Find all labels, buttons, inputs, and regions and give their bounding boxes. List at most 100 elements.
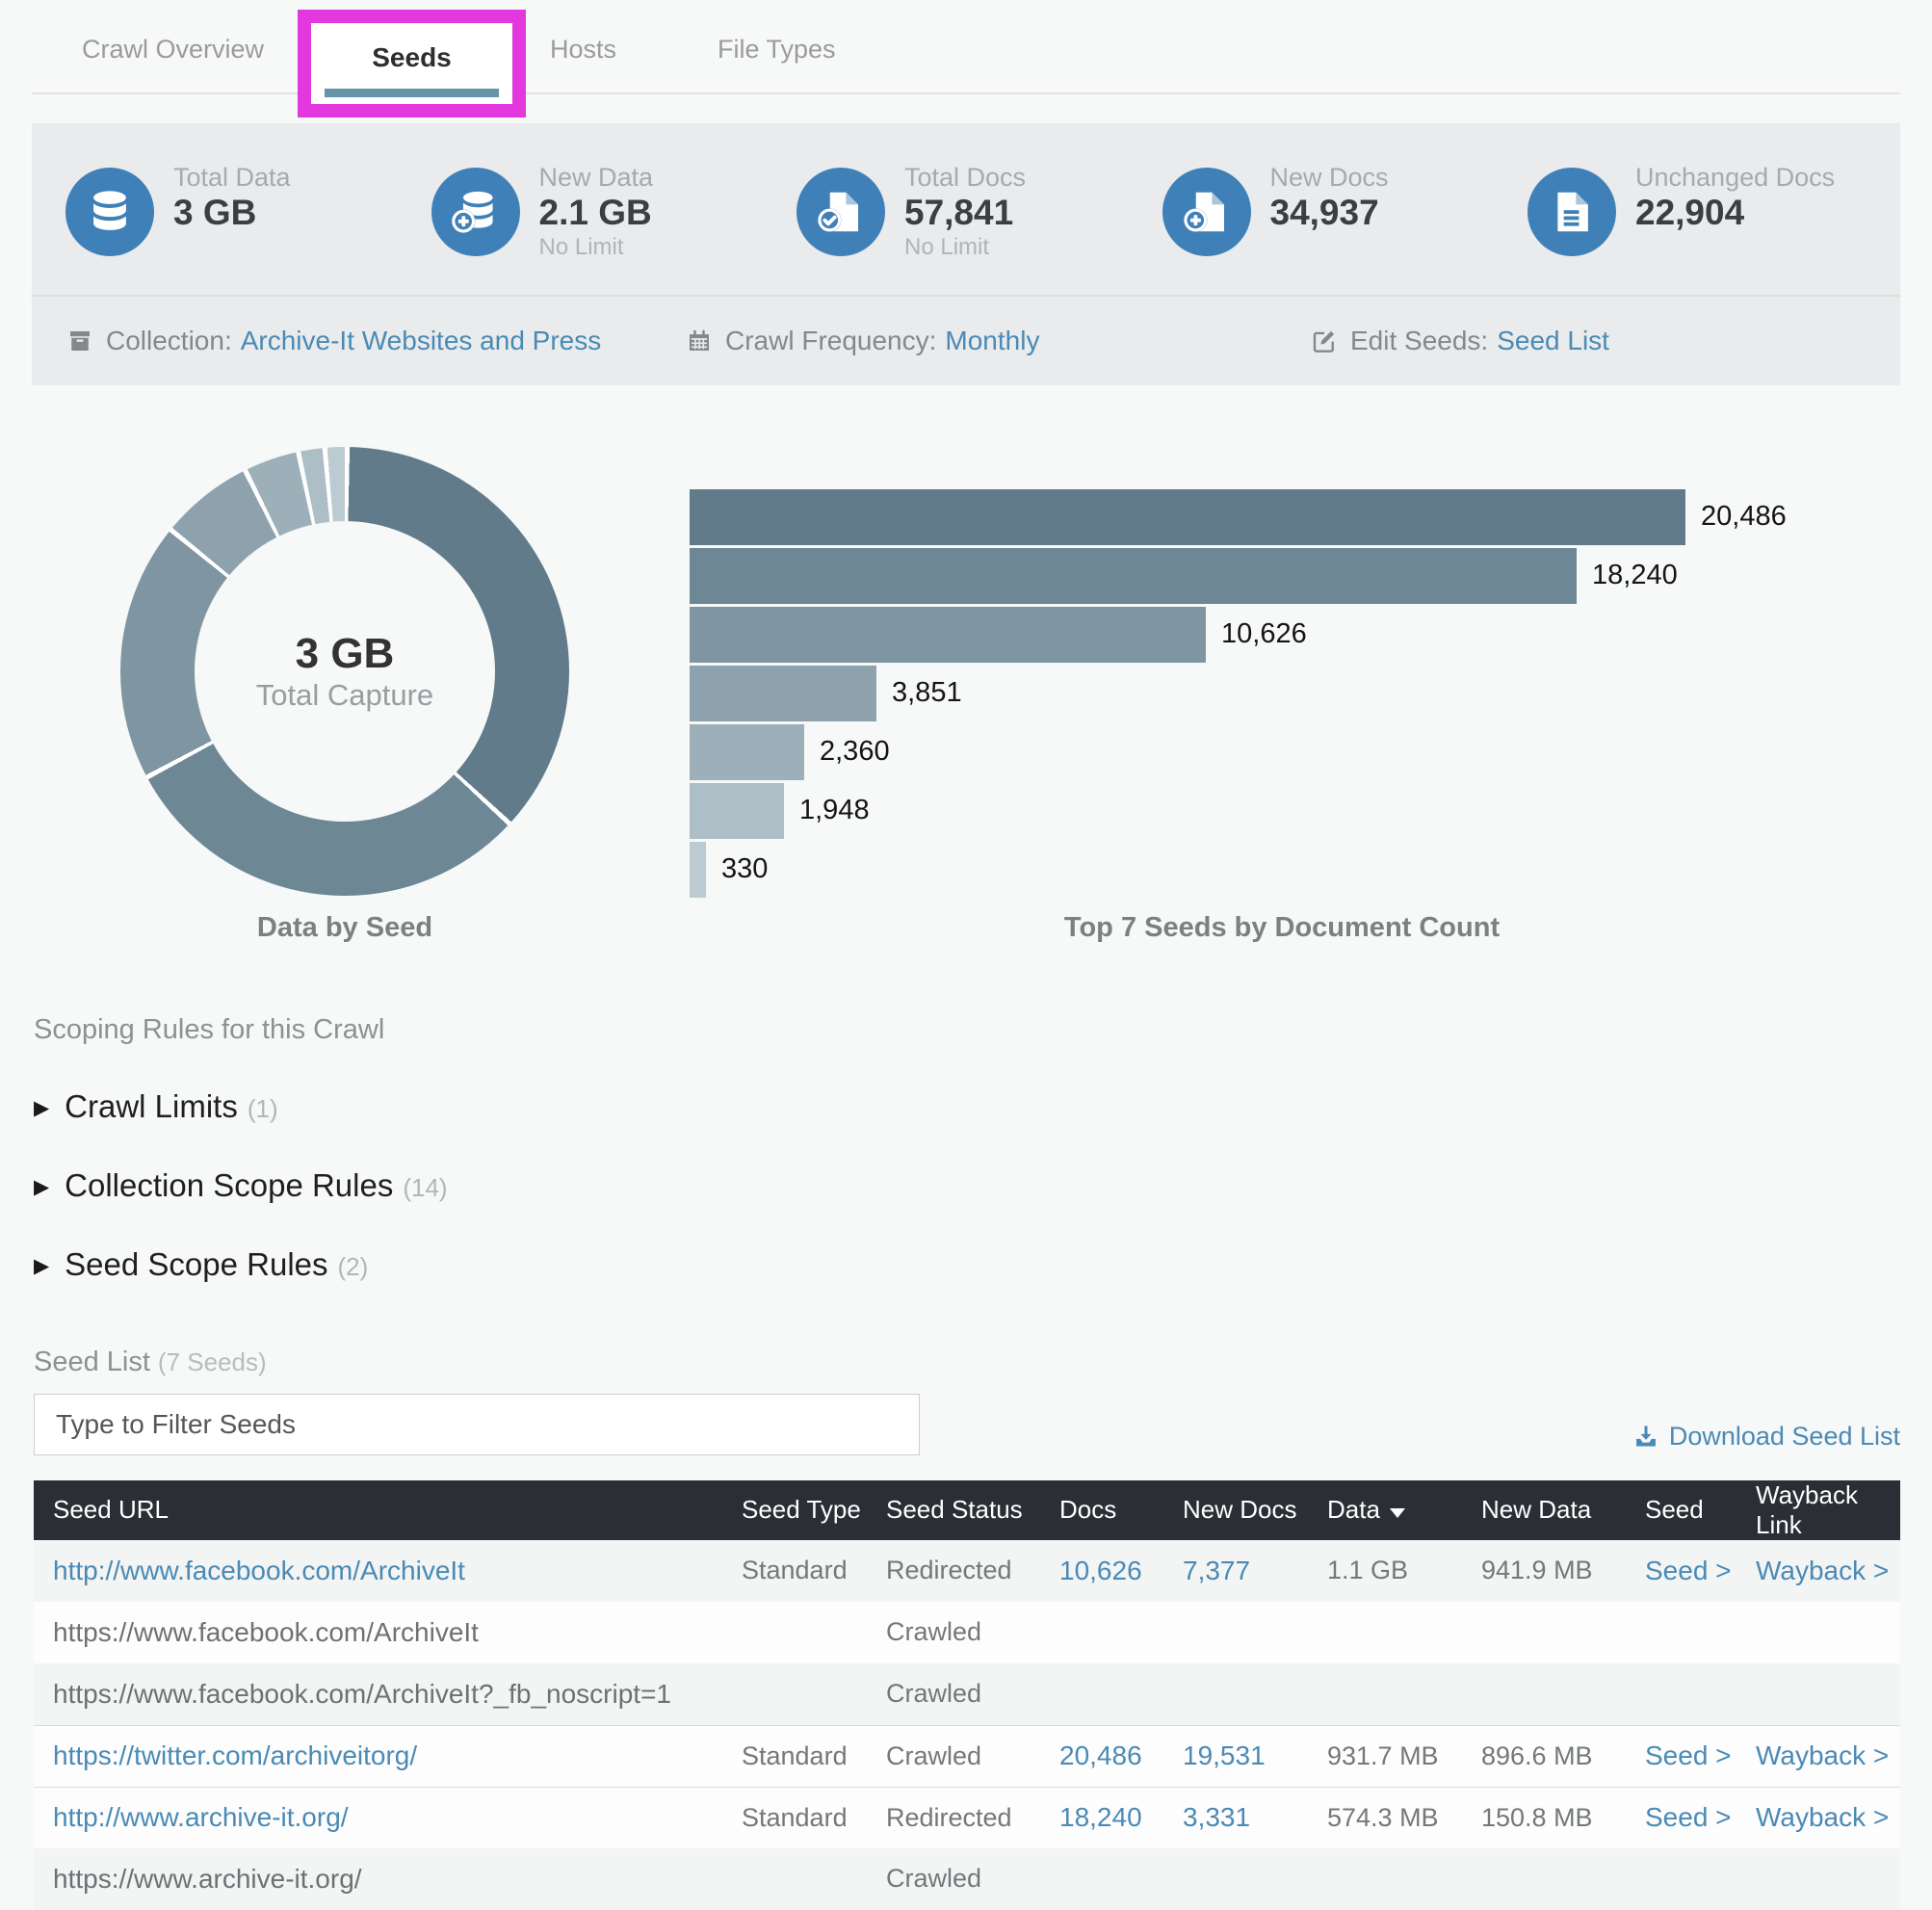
tab-seeds[interactable]: Seeds	[372, 42, 452, 72]
stat-total-data: Total Data 3 GB	[65, 162, 405, 262]
frequency-info: Crawl Frequency: Monthly	[685, 326, 1039, 356]
column-header-seed-url[interactable]: Seed URL	[53, 1495, 169, 1525]
wayback-link[interactable]: Wayback >	[1756, 1555, 1890, 1585]
seed-detail-link[interactable]: Seed >	[1645, 1555, 1732, 1585]
scope-item-seed-scope-rules[interactable]: ▶ Seed Scope Rules (2)	[34, 1246, 1898, 1283]
new-data-size: 941.9 MB	[1481, 1556, 1593, 1585]
seed-filter-input[interactable]	[34, 1393, 920, 1455]
doc-plus-icon	[1162, 167, 1251, 256]
tab-hosts[interactable]: Hosts	[550, 35, 617, 64]
stat-sublabel	[173, 234, 291, 262]
seed-list-link[interactable]: Seed List	[1497, 325, 1609, 355]
bar	[690, 665, 876, 721]
seed-url-link[interactable]: https://twitter.com/archiveitorg/	[53, 1740, 418, 1771]
stat-sublabel	[1635, 234, 1835, 262]
column-header-seed-type[interactable]: Seed Type	[742, 1495, 861, 1525]
column-header-docs[interactable]: Docs	[1059, 1495, 1117, 1525]
data-size: 1.1 GB	[1327, 1556, 1409, 1585]
seed-table-header: Seed URL Seed Type Seed Status Docs New Docs…	[34, 1479, 1900, 1540]
scope-item-label: Collection Scope Rules	[65, 1166, 394, 1203]
bar-chart-title: Top 7 Seeds by Document Count	[1063, 911, 1501, 943]
column-header-data[interactable]: Data	[1327, 1495, 1481, 1525]
seed-status: Crawled	[886, 1864, 982, 1894]
bar-value-label: 20,486	[1701, 501, 1787, 533]
stat-new-docs: New Docs 34,937	[1162, 162, 1501, 262]
stat-label: Total Data	[173, 163, 291, 192]
docs-link[interactable]: 20,486	[1059, 1740, 1142, 1771]
column-header-seed[interactable]: Seed	[1645, 1495, 1704, 1525]
frequency-label: Crawl Frequency:	[725, 325, 937, 355]
stat-value: 57,841	[904, 193, 1014, 233]
active-tab-underline	[325, 89, 499, 97]
collection-link[interactable]: Archive-It Websites and Press	[240, 325, 602, 355]
seed-url-text: https://www.facebook.com/ArchiveIt	[53, 1616, 479, 1647]
docs-link[interactable]: 18,240	[1059, 1802, 1142, 1833]
bar-row: 330	[690, 841, 1922, 898]
stat-value: 3 GB	[173, 193, 257, 233]
stat-label: Unchanged Docs	[1635, 163, 1836, 192]
seed-url-link[interactable]: http://www.archive-it.org/	[53, 1802, 349, 1833]
stats-band: Total Data 3 GB New Data 2.1 GB	[32, 123, 1900, 385]
scope-item-count: (1)	[247, 1093, 278, 1123]
seed-type: Standard	[742, 1556, 848, 1585]
tab-bar-divider	[32, 92, 1900, 94]
stat-label: Total Docs	[904, 163, 1027, 192]
column-header-seed-status[interactable]: Seed Status	[886, 1495, 1023, 1525]
donut-center-label: Total Capture	[255, 677, 434, 712]
table-row: https://www.archive-it.org/Crawled	[34, 1847, 1900, 1910]
doc-lines-icon	[1527, 167, 1616, 256]
seed-list-count: (7 Seeds)	[157, 1347, 267, 1376]
table-row: http://www.archive-it.org/Standard Redire…	[34, 1786, 1900, 1848]
new-docs-link[interactable]: 3,331	[1183, 1802, 1251, 1833]
tab-file-types[interactable]: File Types	[718, 35, 836, 64]
collection-info: Collection: Archive-It Websites and Pres…	[65, 326, 601, 356]
tab-bar: Crawl Overview Seeds Hosts File Types	[0, 0, 1932, 123]
stat-label: New Data	[538, 163, 654, 192]
stat-value: 34,937	[1269, 193, 1379, 233]
seed-detail-link[interactable]: Seed >	[1645, 1740, 1732, 1771]
bar	[690, 782, 784, 839]
table-row: https://twitter.com/archiveitorg/Standar…	[34, 1724, 1900, 1787]
seed-list-title: Seed List	[34, 1346, 150, 1377]
bar-row: 10,626	[690, 606, 1922, 663]
new-docs-link[interactable]: 19,531	[1183, 1740, 1266, 1771]
calendar-icon	[690, 329, 709, 351]
new-data-size: 896.6 MB	[1481, 1740, 1593, 1770]
new-docs-link[interactable]: 7,377	[1183, 1555, 1251, 1585]
docs-link[interactable]: 10,626	[1059, 1555, 1142, 1585]
column-header-new-data[interactable]: New Data	[1481, 1495, 1592, 1525]
seed-status: Crawled	[886, 1617, 982, 1647]
bar	[690, 841, 706, 898]
tab-crawl-overview[interactable]: Crawl Overview	[82, 35, 265, 64]
column-header-wayback-link[interactable]: Wayback Link	[1756, 1479, 1858, 1539]
scope-item-crawl-limits[interactable]: ▶ Crawl Limits (1)	[34, 1088, 1898, 1125]
sort-caret-down-icon	[1389, 1508, 1405, 1519]
scoping-rules-title: Scoping Rules for this Crawl	[34, 1013, 385, 1045]
column-header-new-docs[interactable]: New Docs	[1183, 1495, 1297, 1525]
donut-center-value: 3 GB	[295, 629, 395, 677]
seed-table-body: http://www.facebook.com/ArchiveIt Standar…	[34, 1539, 1900, 1910]
bar-row: 1,948	[690, 782, 1922, 839]
data-size: 574.3 MB	[1327, 1802, 1439, 1832]
download-icon	[1635, 1426, 1656, 1447]
donut-chart-title: Data by Seed	[256, 911, 433, 943]
seed-detail-link[interactable]: Seed >	[1645, 1802, 1732, 1833]
scope-item-label: Seed Scope Rules	[65, 1245, 328, 1282]
stat-value: 22,904	[1635, 193, 1745, 233]
scope-item-collection-scope-rules[interactable]: ▶ Collection Scope Rules (14)	[34, 1167, 1898, 1204]
bar	[690, 723, 804, 780]
wayback-link[interactable]: Wayback >	[1756, 1740, 1890, 1771]
frequency-link[interactable]: Monthly	[945, 325, 1040, 355]
stat-sublabel: No Limit	[904, 233, 990, 260]
scope-item-label: Crawl Limits	[65, 1087, 238, 1124]
edit-seeds-info: Edit Seeds: Seed List	[1310, 326, 1609, 356]
new-data-size: 150.8 MB	[1481, 1802, 1593, 1832]
charts-section: 3 GB Total Capture Data by Seed 20,486 18…	[0, 385, 1932, 993]
seed-table: Seed URL Seed Type Seed Status Docs New Docs…	[34, 1479, 1900, 1910]
annotation-highlight-box: Seeds	[298, 10, 526, 118]
wayback-link[interactable]: Wayback >	[1756, 1802, 1890, 1833]
bar-row: 20,486	[690, 488, 1922, 545]
download-seed-list-link[interactable]: Download Seed List	[1632, 1422, 1900, 1452]
scope-item-count: (2)	[337, 1251, 369, 1281]
seed-url-link[interactable]: http://www.facebook.com/ArchiveIt	[53, 1555, 465, 1585]
